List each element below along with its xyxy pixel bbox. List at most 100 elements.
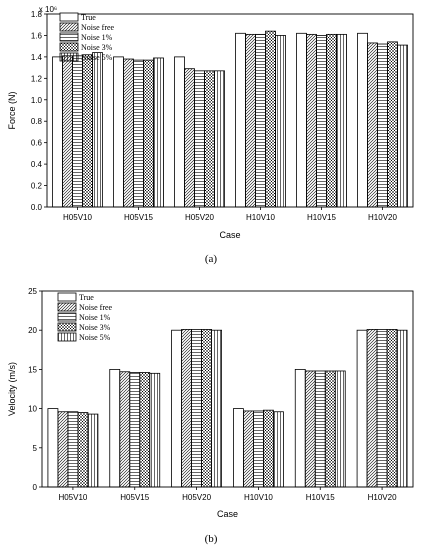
bar-H05V15-series-1 bbox=[123, 58, 134, 208]
bar-H05V10-series-4 bbox=[87, 413, 99, 488]
legend-label-4: Noise 5% bbox=[79, 333, 111, 342]
legend-swatch-3 bbox=[59, 42, 79, 52]
x-tick-label: H10V15 bbox=[306, 493, 335, 502]
y-tick-label: 0.8 bbox=[31, 117, 43, 126]
plot-frame bbox=[46, 13, 414, 208]
legend-swatch-3 bbox=[57, 322, 77, 332]
bar-H10V15-series-2 bbox=[314, 370, 326, 488]
bar-H10V10-series-3 bbox=[265, 30, 276, 208]
bar-H10V10-series-2 bbox=[255, 33, 266, 208]
x-tick-label: H05V10 bbox=[58, 493, 87, 502]
legend-swatch-1 bbox=[59, 22, 79, 32]
bar-H05V20-series-2 bbox=[191, 329, 202, 488]
y-axis-label: Velocity (m/s) bbox=[7, 362, 17, 416]
panel-caption: (a) bbox=[205, 253, 218, 265]
legend-swatch-0 bbox=[59, 12, 79, 22]
y-tick-label: 1.2 bbox=[31, 74, 43, 83]
legend-swatch-2 bbox=[59, 32, 79, 42]
x-tick-label: H05V15 bbox=[124, 213, 153, 222]
legend-label-3: Noise 3% bbox=[81, 43, 113, 52]
legend-label-2: Noise 1% bbox=[79, 313, 111, 322]
bar-H05V15-series-4 bbox=[149, 372, 161, 488]
y-tick-label: 1.0 bbox=[31, 96, 43, 105]
bar-H05V15-series-4 bbox=[153, 57, 164, 208]
bar-H10V20-series-2 bbox=[376, 329, 388, 488]
legend-swatch-2 bbox=[57, 312, 77, 322]
y-tick-label: 25 bbox=[28, 287, 37, 296]
legend-swatch-4 bbox=[59, 52, 79, 62]
bar-H05V20-series-0 bbox=[171, 329, 182, 488]
bar-H10V20-series-3 bbox=[387, 41, 398, 208]
y-tick-label: 1.8 bbox=[31, 10, 43, 19]
legend-label-1: Noise free bbox=[79, 303, 113, 312]
y-scale-multiplier: x 10⁶ bbox=[39, 5, 57, 14]
y-tick-label: 0.0 bbox=[31, 203, 43, 212]
bar-H05V10-series-4 bbox=[92, 52, 103, 208]
bar-H05V20-series-0 bbox=[174, 56, 185, 208]
bar-H10V20-series-3 bbox=[386, 329, 398, 488]
x-tick-label: H05V15 bbox=[120, 493, 149, 502]
bar-H05V10-series-0 bbox=[52, 56, 63, 208]
bar-H10V10-series-4 bbox=[273, 411, 284, 488]
x-tick-label: H10V10 bbox=[246, 213, 275, 222]
x-tick-label: H10V20 bbox=[368, 213, 397, 222]
bar-H05V20-series-3 bbox=[204, 70, 215, 208]
chart-panel-b: 0 5 10 15 20 25 H05V10 H05V15 H05V20 H10V10 H10V15… bbox=[7, 287, 414, 545]
bar-H10V20-series-2 bbox=[377, 43, 388, 208]
bar-H10V15-series-2 bbox=[316, 35, 327, 208]
panel-caption: (b) bbox=[205, 533, 218, 545]
bar-H10V15-series-1 bbox=[304, 370, 316, 488]
x-tick-label: H05V10 bbox=[63, 213, 92, 222]
bar-H10V20-series-1 bbox=[366, 329, 378, 488]
x-tick-label: H05V20 bbox=[185, 213, 214, 222]
y-tick-label: 0.6 bbox=[31, 139, 43, 148]
bar-H10V20-series-1 bbox=[367, 42, 378, 208]
bar-H05V20-series-3 bbox=[201, 329, 212, 488]
y-tick-label: 0.4 bbox=[31, 160, 43, 169]
bar-H05V15-series-2 bbox=[133, 59, 144, 208]
y-tick-label: 15 bbox=[28, 365, 37, 374]
bar-H10V15-series-0 bbox=[296, 32, 307, 208]
bar-H05V10-series-2 bbox=[67, 411, 79, 488]
bar-H05V15-series-0 bbox=[113, 56, 124, 208]
bar-H05V20-series-4 bbox=[214, 70, 225, 208]
bar-H05V10-series-2 bbox=[72, 55, 83, 208]
bar-H05V10-series-1 bbox=[62, 55, 73, 208]
bar-H05V20-series-2 bbox=[194, 70, 205, 208]
bar-H10V10-series-4 bbox=[275, 35, 286, 208]
bar-H05V10-series-1 bbox=[57, 411, 69, 488]
bar-H10V15-series-0 bbox=[294, 368, 306, 488]
y-tick-label: 1.4 bbox=[31, 53, 43, 62]
bar-H05V15-series-0 bbox=[109, 368, 121, 488]
bar-H10V10-series-2 bbox=[253, 410, 264, 488]
y-tick-label: 0 bbox=[33, 483, 38, 492]
legend-swatch-1 bbox=[57, 302, 77, 312]
x-tick-label: H05V20 bbox=[182, 493, 211, 502]
legend-label-2: Noise 1% bbox=[81, 33, 113, 42]
bar-H10V15-series-3 bbox=[326, 33, 337, 208]
bar-H10V15-series-1 bbox=[306, 33, 317, 208]
legend-label-4: Noise 5% bbox=[81, 53, 113, 62]
y-tick-label: 10 bbox=[28, 405, 37, 414]
y-tick-label: 20 bbox=[28, 326, 37, 335]
bar-H05V15-series-1 bbox=[119, 371, 131, 488]
bar-H10V20-series-4 bbox=[397, 44, 408, 208]
x-tick-label: H10V15 bbox=[307, 213, 336, 222]
legend-label-1: Noise free bbox=[81, 23, 115, 32]
bar-H05V20-series-1 bbox=[184, 68, 195, 208]
bar-H05V10-series-3 bbox=[77, 412, 89, 488]
x-tick-label: H10V10 bbox=[244, 493, 273, 502]
plot-frame bbox=[41, 290, 414, 488]
x-axis-label: Case bbox=[217, 509, 238, 519]
bar-H05V10-series-3 bbox=[82, 54, 93, 208]
x-axis-label: Case bbox=[219, 230, 240, 240]
bar-H10V15-series-3 bbox=[324, 370, 336, 488]
chart-panel-a: 0.0 0.2 0.4 0.6 0.8 1.0 1.2 1.4 1.6 1.8 H05V10 H05V… bbox=[7, 5, 414, 265]
bar-H10V20-series-4 bbox=[396, 329, 408, 488]
y-tick-label: 0.2 bbox=[31, 182, 43, 191]
bar-H10V20-series-0 bbox=[357, 32, 368, 208]
bar-H10V10-series-0 bbox=[235, 32, 246, 208]
bar-H05V20-series-1 bbox=[181, 329, 192, 488]
